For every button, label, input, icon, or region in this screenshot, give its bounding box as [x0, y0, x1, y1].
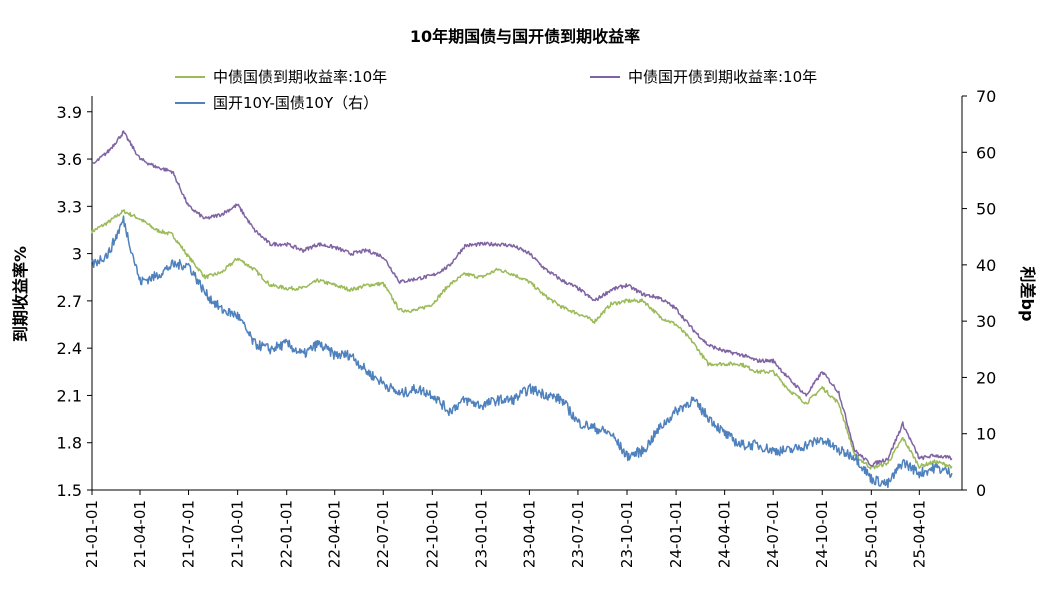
left-tick-label: 3.6 [57, 150, 82, 169]
right-axis-label: 利差bp [1018, 267, 1037, 322]
series-line-cgb-10y [91, 209, 953, 470]
right-tick-label: 60 [976, 143, 996, 162]
x-tick-label: 22-04-01 [326, 500, 344, 568]
x-tick-label: 21-07-01 [180, 500, 198, 568]
legend-entry-cdb: 中债国开债到期收益率:10年 [590, 68, 817, 86]
x-ticks: 21-01-01 21-04-01 21-07-01 21-10-01 22-01-01… [83, 490, 928, 568]
left-tick-label: 3 [72, 245, 82, 264]
legend-entry-cgb: 中债国债到期收益率:10年 [175, 68, 387, 86]
x-tick-label: 23-07-01 [569, 500, 587, 568]
x-tick-label: 21-10-01 [229, 500, 247, 568]
x-tick-label: 21-04-01 [131, 500, 149, 568]
legend-label-cdb: 中债国开债到期收益率:10年 [628, 68, 817, 86]
left-axis-label: 到期收益率% [11, 246, 30, 342]
right-tick-label: 30 [976, 312, 996, 331]
right-tick-label: 10 [976, 425, 996, 444]
x-tick-label: 25-01-01 [862, 500, 880, 568]
chart-title: 10年期国债与国开债到期收益率 [410, 27, 640, 46]
right-tick-label: 0 [976, 481, 986, 500]
legend-label-cgb: 中债国债到期收益率:10年 [213, 68, 387, 86]
x-tick-label: 24-10-01 [813, 500, 831, 568]
legend-label-spread: 国开10Y-国债10Y（右） [213, 94, 378, 112]
x-tick-label: 22-07-01 [374, 500, 392, 568]
series-line-spread [91, 215, 953, 489]
legend-entry-spread: 国开10Y-国债10Y（右） [175, 94, 378, 112]
left-tick-label: 3.3 [57, 197, 82, 216]
right-tick-label: 40 [976, 256, 996, 275]
x-tick-label: 25-04-01 [910, 500, 928, 568]
x-tick-label: 24-01-01 [667, 500, 685, 568]
series-line-cdb-10y [91, 130, 953, 467]
left-tick-label: 1.8 [57, 434, 82, 453]
x-tick-label: 22-10-01 [423, 500, 441, 568]
left-tick-label: 2.4 [57, 339, 82, 358]
x-tick-label: 21-01-01 [83, 500, 101, 568]
right-tick-label: 50 [976, 200, 996, 219]
right-tick-label: 70 [976, 87, 996, 106]
x-tick-label: 23-01-01 [472, 500, 490, 568]
x-tick-label: 23-04-01 [520, 500, 538, 568]
legend: 中债国债到期收益率:10年 中债国开债到期收益率:10年 国开10Y-国债10Y… [175, 68, 817, 112]
x-tick-label: 23-10-01 [618, 500, 636, 568]
left-tick-label: 2.1 [57, 386, 82, 405]
series-layer [91, 130, 953, 489]
x-tick-label: 24-07-01 [764, 500, 782, 568]
left-tick-label: 1.5 [57, 481, 82, 500]
x-tick-label: 24-04-01 [716, 500, 734, 568]
left-tick-label: 2.7 [57, 292, 82, 311]
left-y-ticks: 1.5 1.8 2.1 2.4 2.7 3 3.3 3.6 3.9 [57, 103, 92, 500]
left-tick-label: 3.9 [57, 103, 82, 122]
right-y-ticks: 0 10 20 30 40 50 60 70 [962, 87, 996, 500]
x-tick-label: 22-01-01 [278, 500, 296, 568]
right-tick-label: 20 [976, 368, 996, 387]
